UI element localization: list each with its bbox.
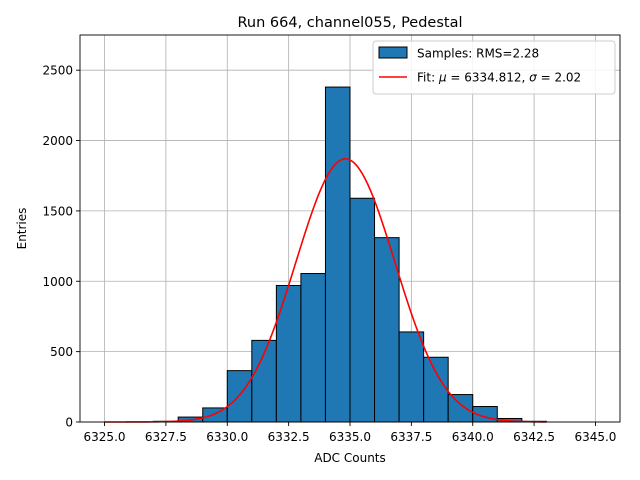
x-axis-ticks: 6325.0 6327.5 6330.0 6332.5 6335.0 6337.5 6340… <box>84 422 616 444</box>
legend-fit-mu-symbol: μ <box>438 71 447 85</box>
x-tick-label: 6332.5 <box>268 430 310 444</box>
legend-fit-sigma-text: = 2.02 <box>537 71 581 85</box>
x-tick-label: 6342.5 <box>513 430 555 444</box>
histogram-bar <box>447 394 474 423</box>
x-tick-label: 6325.0 <box>84 430 126 444</box>
histogram-bar <box>324 86 351 423</box>
histogram-bar <box>226 370 253 423</box>
x-tick-label: 6337.5 <box>390 430 432 444</box>
histogram-bar <box>398 331 425 423</box>
legend-histogram-swatch <box>378 46 408 59</box>
y-tick-label: 1000 <box>42 275 73 289</box>
histogram-bar <box>349 197 376 423</box>
histogram-bar <box>275 284 302 423</box>
legend-fit-sigma-symbol: σ <box>529 71 537 85</box>
legend-fit-prefix: Fit: <box>417 71 439 85</box>
x-tick-label: 6340.0 <box>452 430 494 444</box>
x-tick-label: 6335.0 <box>329 430 371 444</box>
fit-curve-group <box>104 158 547 423</box>
y-axis-ticks: 0 500 1000 1500 2000 2500 <box>42 64 80 430</box>
legend-histogram-label: Samples: RMS=2.28 <box>417 47 539 61</box>
chart-title: Run 664, channel055, Pedestal <box>237 15 462 31</box>
x-tick-label: 6327.5 <box>145 430 187 444</box>
x-axis-label: ADC Counts <box>314 451 386 465</box>
y-tick-label: 500 <box>50 345 73 359</box>
legend-fit-mu-text: = 6334.812, <box>447 71 530 85</box>
x-tick-label: 6330.0 <box>206 430 248 444</box>
y-tick-label: 2500 <box>42 64 73 78</box>
histogram-bar <box>423 356 449 423</box>
y-tick-label: 2000 <box>42 134 73 148</box>
x-tick-label: 6345.0 <box>574 430 616 444</box>
y-tick-label: 1500 <box>42 204 73 218</box>
legend-box <box>372 40 616 95</box>
histogram-bar <box>300 273 326 423</box>
plot-area <box>79 34 621 423</box>
y-axis-label: Entries <box>15 208 29 250</box>
y-tick-label: 0 <box>65 416 73 430</box>
legend: Samples: RMS=2.28 Fit: μ = 6334.812, σ =… <box>372 40 616 95</box>
fit-curve <box>104 158 547 423</box>
legend-fit-label: Fit: μ = 6334.812, σ = 2.02 <box>417 71 581 85</box>
